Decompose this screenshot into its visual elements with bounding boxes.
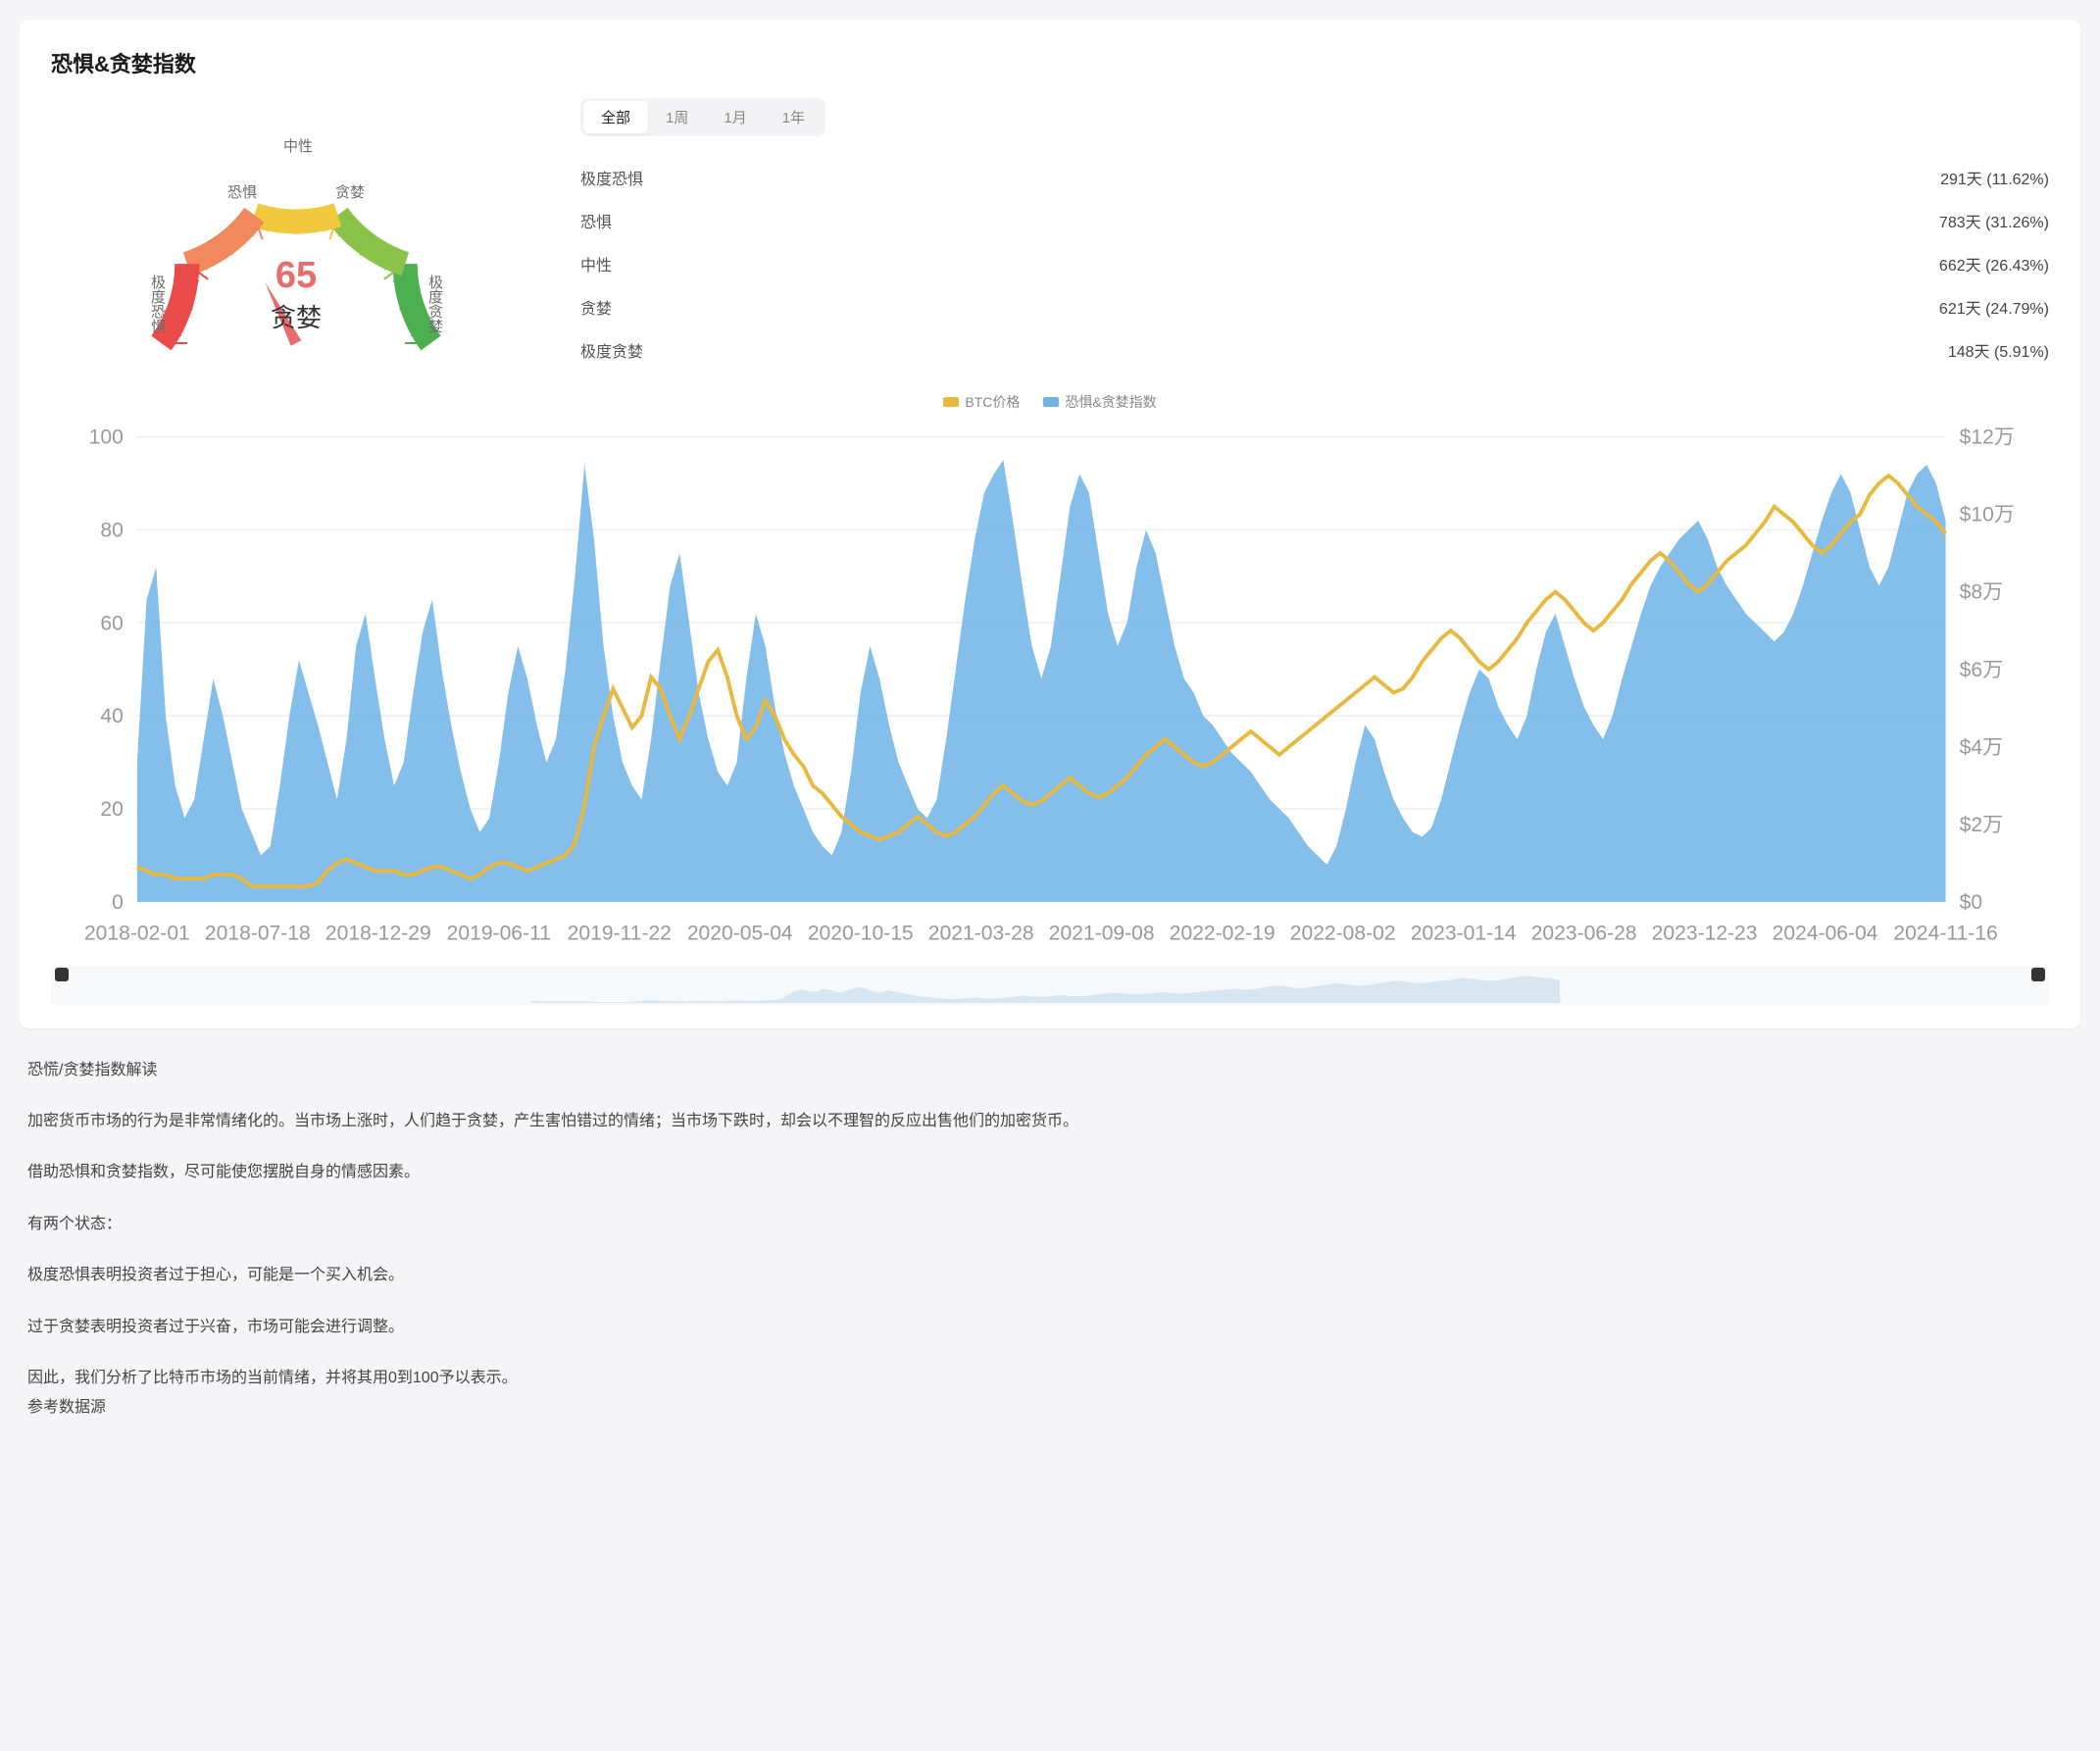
explain-p2: 借助恐惧和贪婪指数，尽可能使您摆脱自身的情感因素。 bbox=[27, 1158, 2073, 1187]
stat-value: 148天 (5.91%) bbox=[1948, 338, 2049, 362]
svg-text:60: 60 bbox=[100, 612, 123, 634]
svg-text:2019-11-22: 2019-11-22 bbox=[568, 923, 672, 945]
legend-swatch bbox=[1043, 397, 1059, 407]
gauge-label: 贪婪 bbox=[271, 298, 322, 334]
top-row: 65 贪婪 恐惧 中性 贪婪 极度恐惧 极度贪婪 全部1周1月1年 极度恐惧 29… bbox=[51, 98, 2049, 373]
stat-label: 贪婪 bbox=[580, 295, 612, 319]
stat-label: 极度恐惧 bbox=[580, 166, 643, 189]
period-tabs: 全部1周1月1年 bbox=[580, 98, 825, 136]
svg-text:2023-06-28: 2023-06-28 bbox=[1531, 923, 1637, 945]
period-tab-全部[interactable]: 全部 bbox=[583, 101, 648, 133]
period-tab-1周[interactable]: 1周 bbox=[648, 101, 706, 133]
stat-value: 783天 (31.26%) bbox=[1939, 209, 2049, 232]
svg-text:$12万: $12万 bbox=[1960, 426, 2015, 449]
svg-text:2021-09-08: 2021-09-08 bbox=[1049, 923, 1155, 945]
svg-text:2023-01-14: 2023-01-14 bbox=[1411, 923, 1517, 945]
stats-list: 极度恐惧 291天 (11.62%) 恐惧 783天 (31.26%) 中性 662天 (… bbox=[580, 156, 2049, 372]
svg-text:80: 80 bbox=[100, 519, 123, 541]
svg-text:2020-05-04: 2020-05-04 bbox=[687, 923, 793, 945]
svg-text:2018-12-29: 2018-12-29 bbox=[325, 923, 431, 945]
gauge-tag-neutral: 中性 bbox=[283, 135, 313, 156]
svg-text:$4万: $4万 bbox=[1960, 736, 2004, 759]
svg-text:$0: $0 bbox=[1960, 891, 1982, 914]
stat-label: 中性 bbox=[580, 252, 612, 275]
svg-text:2021-03-28: 2021-03-28 bbox=[928, 923, 1034, 945]
svg-text:$6万: $6万 bbox=[1960, 659, 2004, 681]
period-tab-1年[interactable]: 1年 bbox=[765, 101, 823, 133]
svg-text:2022-08-02: 2022-08-02 bbox=[1290, 923, 1396, 945]
fear-greed-card: 恐惧&贪婪指数 65 贪婪 恐惧 中性 贪婪 极度恐惧 极度贪婪 全部1周1月1… bbox=[20, 20, 2080, 1028]
svg-text:2022-02-19: 2022-02-19 bbox=[1170, 923, 1275, 945]
stat-label: 恐惧 bbox=[580, 209, 612, 232]
svg-text:40: 40 bbox=[100, 705, 123, 727]
legend-item: BTC价格 bbox=[943, 392, 1020, 412]
period-tab-1月[interactable]: 1月 bbox=[706, 101, 764, 133]
legend-label: 恐惧&贪婪指数 bbox=[1065, 392, 1156, 412]
card-title: 恐惧&贪婪指数 bbox=[51, 47, 2049, 78]
brush-svg bbox=[51, 966, 2049, 1005]
gauge-tag-exfear: 极度恐惧 bbox=[147, 275, 168, 333]
svg-text:$2万: $2万 bbox=[1960, 814, 2004, 836]
gauge: 65 贪婪 恐惧 中性 贪婪 极度恐惧 极度贪婪 bbox=[51, 98, 541, 373]
svg-text:2024-06-04: 2024-06-04 bbox=[1773, 923, 1878, 945]
legend-swatch bbox=[943, 397, 959, 407]
gauge-tag-exgreed: 极度贪婪 bbox=[425, 275, 445, 333]
stat-label: 极度贪婪 bbox=[580, 338, 643, 362]
svg-text:2023-12-23: 2023-12-23 bbox=[1652, 923, 1758, 945]
explain-p3: 有两个状态： bbox=[27, 1210, 2073, 1239]
stat-row: 极度恐惧 291天 (11.62%) bbox=[580, 156, 2049, 199]
stat-value: 662天 (26.43%) bbox=[1939, 252, 2049, 275]
svg-text:2019-06-11: 2019-06-11 bbox=[447, 923, 551, 945]
stat-row: 中性 662天 (26.43%) bbox=[580, 242, 2049, 285]
explanation-section: 恐慌/贪婪指数解读 加密货币市场的行为是非常情绪化的。当市场上涨时，人们趋于贪婪… bbox=[20, 1028, 2080, 1451]
stat-row: 贪婪 621天 (24.79%) bbox=[580, 285, 2049, 328]
explain-p7: 参考数据源 bbox=[27, 1393, 2073, 1423]
explain-p4: 极度恐惧表明投资者过于担心，可能是一个买入机会。 bbox=[27, 1261, 2073, 1290]
stat-value: 621天 (24.79%) bbox=[1939, 295, 2049, 319]
svg-text:20: 20 bbox=[100, 798, 123, 821]
brush-handle-left[interactable] bbox=[55, 968, 69, 981]
gauge-tag-fear: 恐惧 bbox=[227, 181, 257, 202]
main-chart: 0 20 40 60 80 100 $0 $2万 $4万 $6万 $8万 $10万 $12万 2018-0… bbox=[51, 420, 2049, 954]
gauge-tag-greed: 贪婪 bbox=[335, 181, 365, 202]
svg-text:100: 100 bbox=[89, 426, 124, 449]
svg-text:2020-10-15: 2020-10-15 bbox=[808, 923, 914, 945]
chart-svg: 0 20 40 60 80 100 $0 $2万 $4万 $6万 $8万 $10万 $12万 2018-0… bbox=[51, 420, 2049, 954]
chart-legend: BTC价格 恐惧&贪婪指数 bbox=[51, 392, 2049, 412]
stats-column: 全部1周1月1年 极度恐惧 291天 (11.62%) 恐惧 783天 (31.26%… bbox=[580, 98, 2049, 373]
stat-row: 极度贪婪 148天 (5.91%) bbox=[580, 328, 2049, 372]
svg-text:0: 0 bbox=[112, 891, 124, 914]
legend-item: 恐惧&贪婪指数 bbox=[1043, 392, 1156, 412]
explain-p5: 过于贪婪表明投资者过于兴奋，市场可能会进行调整。 bbox=[27, 1313, 2073, 1342]
svg-text:2018-07-18: 2018-07-18 bbox=[205, 923, 311, 945]
svg-text:2024-11-16: 2024-11-16 bbox=[1893, 923, 1997, 945]
brush-slider[interactable] bbox=[51, 966, 2049, 1005]
svg-text:2018-02-01: 2018-02-01 bbox=[84, 923, 190, 945]
stat-row: 恐惧 783天 (31.26%) bbox=[580, 199, 2049, 242]
stat-value: 291天 (11.62%) bbox=[1940, 166, 2049, 189]
svg-text:$10万: $10万 bbox=[1960, 504, 2015, 526]
svg-text:$8万: $8万 bbox=[1960, 581, 2004, 604]
explain-heading: 恐慌/贪婪指数解读 bbox=[27, 1056, 2073, 1085]
explain-p6: 因此，我们分析了比特币市场的当前情绪，并将其用0到100予以表示。 bbox=[27, 1364, 2073, 1393]
legend-label: BTC价格 bbox=[965, 392, 1020, 412]
gauge-value: 65 bbox=[275, 255, 317, 297]
brush-handle-right[interactable] bbox=[2031, 968, 2045, 981]
explain-p1: 加密货币市场的行为是非常情绪化的。当市场上涨时，人们趋于贪婪，产生害怕错过的情绪… bbox=[27, 1107, 2073, 1136]
